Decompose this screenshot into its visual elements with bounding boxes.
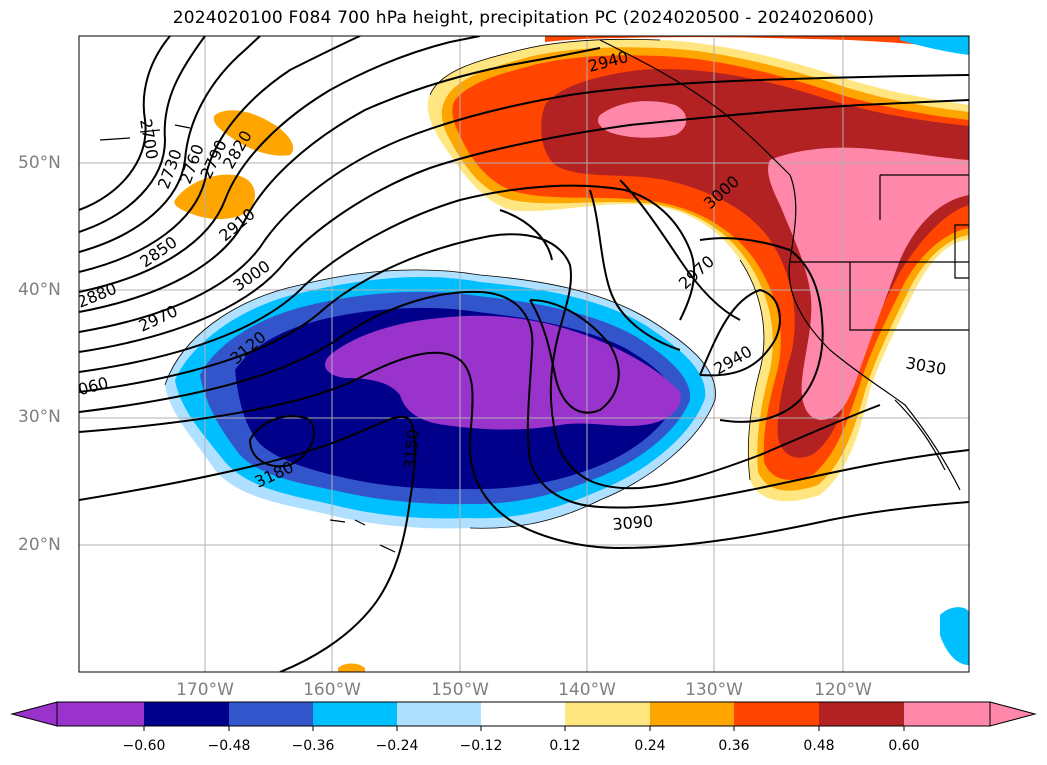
colorbar-tick-label: −0.12 [459, 738, 503, 754]
precip-zero-outline [164, 38, 765, 529]
colorbar-tick-label: −0.60 [122, 738, 166, 754]
lon-label-150w: 150°W [431, 680, 489, 700]
colorbar [10, 701, 1037, 731]
contour-label-3150: 3150 [400, 428, 422, 470]
colorbar-bin-9 [734, 702, 819, 726]
lon-label-140w: 140°W [558, 680, 616, 700]
lat-label-20n: 20°N [18, 535, 61, 555]
lon-label-120w: 120°W [814, 680, 872, 700]
colorbar-bin-11 [904, 702, 990, 726]
negative-precip-anomaly [165, 269, 716, 529]
orange-bottom-patch [338, 663, 365, 672]
lon-label-130w: 130°W [685, 680, 743, 700]
colorbar-bin-1 [57, 702, 144, 726]
colorbar-bin-4 [313, 702, 397, 726]
lat-label-50n: 50°N [18, 153, 61, 173]
colorbar-tick-label: 0.24 [634, 738, 666, 754]
map-plot-area: 2700 2730 2760 2790 2820 2850 2880 2910 … [79, 36, 969, 672]
colorbar-tick-label: 0.60 [888, 738, 920, 754]
colorbar-bin-2 [144, 702, 229, 726]
map-gridlines [79, 36, 969, 672]
colorbar-tick-label: −0.24 [375, 738, 419, 754]
colorbar-extend-max [989, 701, 1037, 727]
colorbar-extend-min [10, 701, 58, 727]
colorbar-bin-8 [650, 702, 734, 726]
lat-label-30n: 30°N [18, 407, 61, 427]
colorbar-bin-5 [397, 702, 481, 726]
coastlines [99, 39, 969, 553]
colorbar-bin-3 [229, 702, 313, 726]
lon-label-170w: 170°W [176, 680, 234, 700]
colorbar-tick-label: −0.36 [291, 738, 335, 754]
colorbar-bin-7 [565, 702, 650, 726]
lat-label-40n: 40°N [18, 280, 61, 300]
colorbar-bin-10 [819, 702, 904, 726]
blue-corner-patch [900, 36, 969, 55]
colorbar-bin-6 [481, 702, 565, 726]
blue-bottom-patch [940, 607, 969, 665]
colorbar-tick-label: −0.48 [207, 738, 251, 754]
colorbar-tick-label: 0.36 [718, 738, 750, 754]
map-frame [78, 35, 970, 673]
lon-label-160w: 160°W [303, 680, 361, 700]
height-contours [79, 36, 969, 672]
colorbar-tick-label: 0.12 [549, 738, 581, 754]
map-title: 2024020100 F084 700 hPa height, precipit… [172, 8, 875, 28]
contour-label-3090: 3090 [612, 512, 654, 534]
colorbar-tick-label: 0.48 [803, 738, 835, 754]
positive-precip-anomaly [174, 36, 969, 502]
